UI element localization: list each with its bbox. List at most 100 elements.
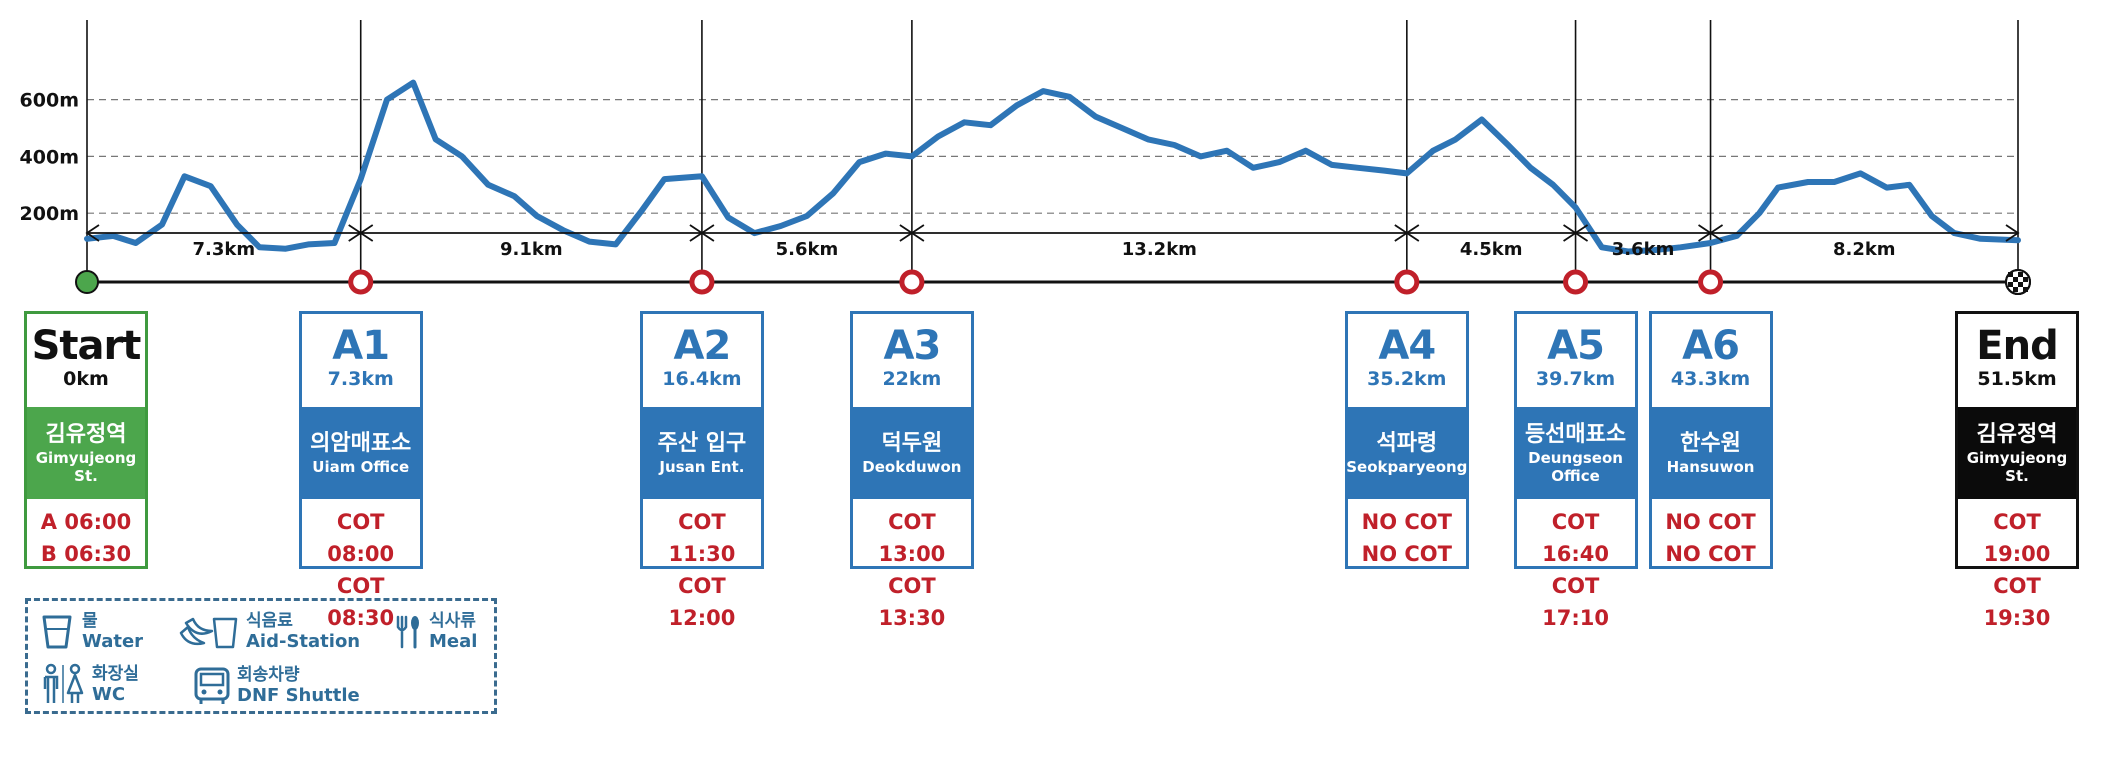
legend-aid-station: 식음료 Aid-Station: [178, 611, 360, 652]
checkpoint-name-band: 의암매표소 Uiam Office: [301, 407, 420, 499]
checkpoint-distance: 43.3km: [1670, 368, 1751, 390]
checkpoint-card-a2: A2 16.4km 주산 입구 Jusan Ent. COT 11:30 COT 12:0…: [639, 311, 764, 630]
checkpoint-name-ko: 등선매표소: [1524, 422, 1627, 447]
cutoff-time-b: COT 08:30: [327, 574, 395, 630]
legend-label-ko: 화장실: [92, 663, 139, 684]
cutoff-time-b: NO COT: [1361, 542, 1452, 566]
cutoff-time-a: COT 19:00: [1983, 510, 2051, 566]
y-tick-label: 200m: [20, 203, 79, 225]
checkpoint-card-a3: A3 22km 덕두원 Deokduwon COT 13:00 COT 13:30: [849, 311, 974, 630]
segment-distance-label: 7.3km: [193, 239, 256, 260]
bus-icon: [194, 667, 230, 704]
checkpoint-name-ko: 김유정역: [45, 422, 127, 447]
cutoff-time-b: COT 12:00: [668, 574, 736, 630]
fork-spoon-icon: [396, 615, 419, 648]
legend-label-en: Aid-Station: [246, 631, 361, 652]
checker-square: [2013, 277, 2018, 282]
cutoff-times: COT 13:00 COT 13:30: [853, 498, 971, 634]
legend-label-ko: 물: [82, 611, 98, 631]
checkpoint-name-ko: 석파령: [1376, 431, 1438, 456]
legend-meal: 식사류 Meal: [393, 611, 477, 652]
course-line: [75, 269, 2031, 295]
checkpoint-name-band: 김유정역 Gimyujeong St.: [1958, 407, 2076, 499]
banana-cup-icon: [179, 617, 238, 648]
checkpoint-distance: 51.5km: [1977, 368, 2057, 390]
checkpoint-distance: 7.3km: [327, 368, 394, 390]
checker-square: [2023, 277, 2028, 282]
checkpoint-name-en: Deungseon Office: [1528, 449, 1623, 485]
checkpoint-card-a6: A6 43.3km 한수원 Hansuwon NO COT NO COT: [1648, 311, 1773, 570]
checkpoint-id: A2: [673, 323, 732, 369]
checker-square: [2018, 272, 2023, 277]
finish-marker-outline: [2005, 269, 2031, 295]
cutoff-times: COT 19:00 COT 19:30: [1958, 498, 2076, 634]
checkpoint-distance: 39.7km: [1535, 368, 1616, 390]
checkpoint-id: A5: [1547, 323, 1605, 369]
legend-label-ko: 회송차량: [237, 665, 300, 685]
checkpoint-id: A6: [1682, 323, 1740, 369]
cup-icon: [42, 615, 72, 648]
cutoff-time-b: COT 19:30: [1983, 574, 2051, 630]
grid-lines: [87, 98, 2018, 214]
cutoff-time-b: COT 17:10: [1542, 574, 1609, 630]
start-marker: [75, 270, 99, 294]
aid-station-marker: [1394, 269, 1420, 295]
y-axis: 600m 400m 200m: [20, 90, 79, 226]
checker-square: [2018, 282, 2023, 287]
cutoff-times: COT 08:00 COT 08:30: [302, 498, 420, 634]
y-tick-label: 400m: [20, 146, 79, 168]
checkpoint-name-band: 주산 입구 Jusan Ent.: [642, 407, 761, 499]
cutoff-time-a: COT 08:00: [327, 510, 395, 566]
cutoff-time-a: NO COT: [1361, 510, 1452, 534]
cutoff-time-a: COT 16:40: [1542, 510, 1609, 566]
checkpoint-distance: 22km: [882, 368, 942, 390]
segment-distance-label: 4.5km: [1460, 239, 1523, 260]
checkpoint-distance: 0km: [63, 368, 109, 390]
legend-label-ko: 식사류: [429, 611, 476, 631]
checkpoint-id: Start: [31, 323, 142, 369]
legend-label-en: Meal: [429, 631, 478, 652]
finish-flag-icon: [2005, 269, 2031, 295]
cutoff-time-a: COT 11:30: [668, 510, 736, 566]
legend-wc: 화장실 WC: [40, 663, 139, 705]
segment-distance-label: 3.6km: [1612, 239, 1675, 260]
checkpoint-name-en: Jusan Ent.: [659, 458, 745, 476]
checker-square: [2023, 287, 2028, 292]
segment-distance-label: 13.2km: [1122, 239, 1197, 260]
legend-label-ko: 식음료: [246, 611, 293, 631]
cutoff-times: COT 16:40 COT 17:10: [1517, 498, 1635, 634]
checkpoint-id: A1: [332, 323, 390, 369]
checkpoint-name-band: 한수원 Hansuwon: [1651, 407, 1770, 499]
checker-square: [2008, 272, 2013, 277]
checkpoint-id: A4: [1378, 323, 1436, 369]
checkpoint-name-ko: 김유정역: [1976, 422, 2058, 447]
checkpoint-lines: [86, 20, 2019, 280]
legend-label-en: DNF Shuttle: [237, 685, 360, 706]
cutoff-times: NO COT NO COT: [1652, 498, 1770, 570]
segment-distances: 7.3km 9.1km 5.6km 13.2km 4.5km 3.6km 8.2km: [85, 224, 2020, 260]
arrowhead: [1708, 224, 2020, 242]
checkpoint-name-en: Gimyujeong St.: [1966, 449, 2068, 485]
cutoff-time-b: NO COT: [1665, 542, 1756, 566]
checkpoint-name-band: 김유정역 Gimyujeong St.: [27, 407, 145, 499]
checkpoint-name-ko: 의암매표소: [310, 431, 412, 456]
legend-water: 물 Water: [40, 611, 143, 652]
checkpoint-name-band: 등선매표소 Deungseon Office: [1516, 407, 1635, 499]
checkpoint-name-ko: 덕두원: [881, 431, 943, 456]
elevation-chart: 600m 400m 200m 7.3km 9.1km 5.6km 13.2km 4.5km 3…: [20, 20, 2031, 295]
checkpoint-card-end: End 51.5km 김유정역 Gimyujeong St. COT 19:00 COT …: [1955, 311, 2079, 630]
segment-distance-label: 9.1km: [500, 239, 563, 260]
checker-square: [2013, 287, 2018, 292]
checkpoint-name-en: Gimyujeong St.: [35, 449, 137, 485]
checkpoint-card-a5: A5 39.7km 등선매표소 Deungseon Office COT 16:40 COT…: [1513, 311, 1638, 630]
aid-station-marker: [348, 269, 374, 295]
checkpoint-id: A3: [883, 323, 941, 369]
cutoff-time-b: B 06:30: [40, 542, 132, 566]
checkpoint-name-ko: 주산 입구: [657, 431, 747, 456]
checkpoint-card-a4: A4 35.2km 석파령 Seokparyeong NO COT NO COT: [1344, 311, 1469, 569]
checkpoint-name-band: 석파령 Seokparyeong: [1346, 407, 1467, 499]
legend-label-en: WC: [92, 683, 126, 705]
segment-distance-label: 8.2km: [1833, 239, 1896, 260]
checkpoint-distance: 35.2km: [1367, 368, 1447, 390]
checkpoint-id: End: [1976, 323, 2058, 369]
